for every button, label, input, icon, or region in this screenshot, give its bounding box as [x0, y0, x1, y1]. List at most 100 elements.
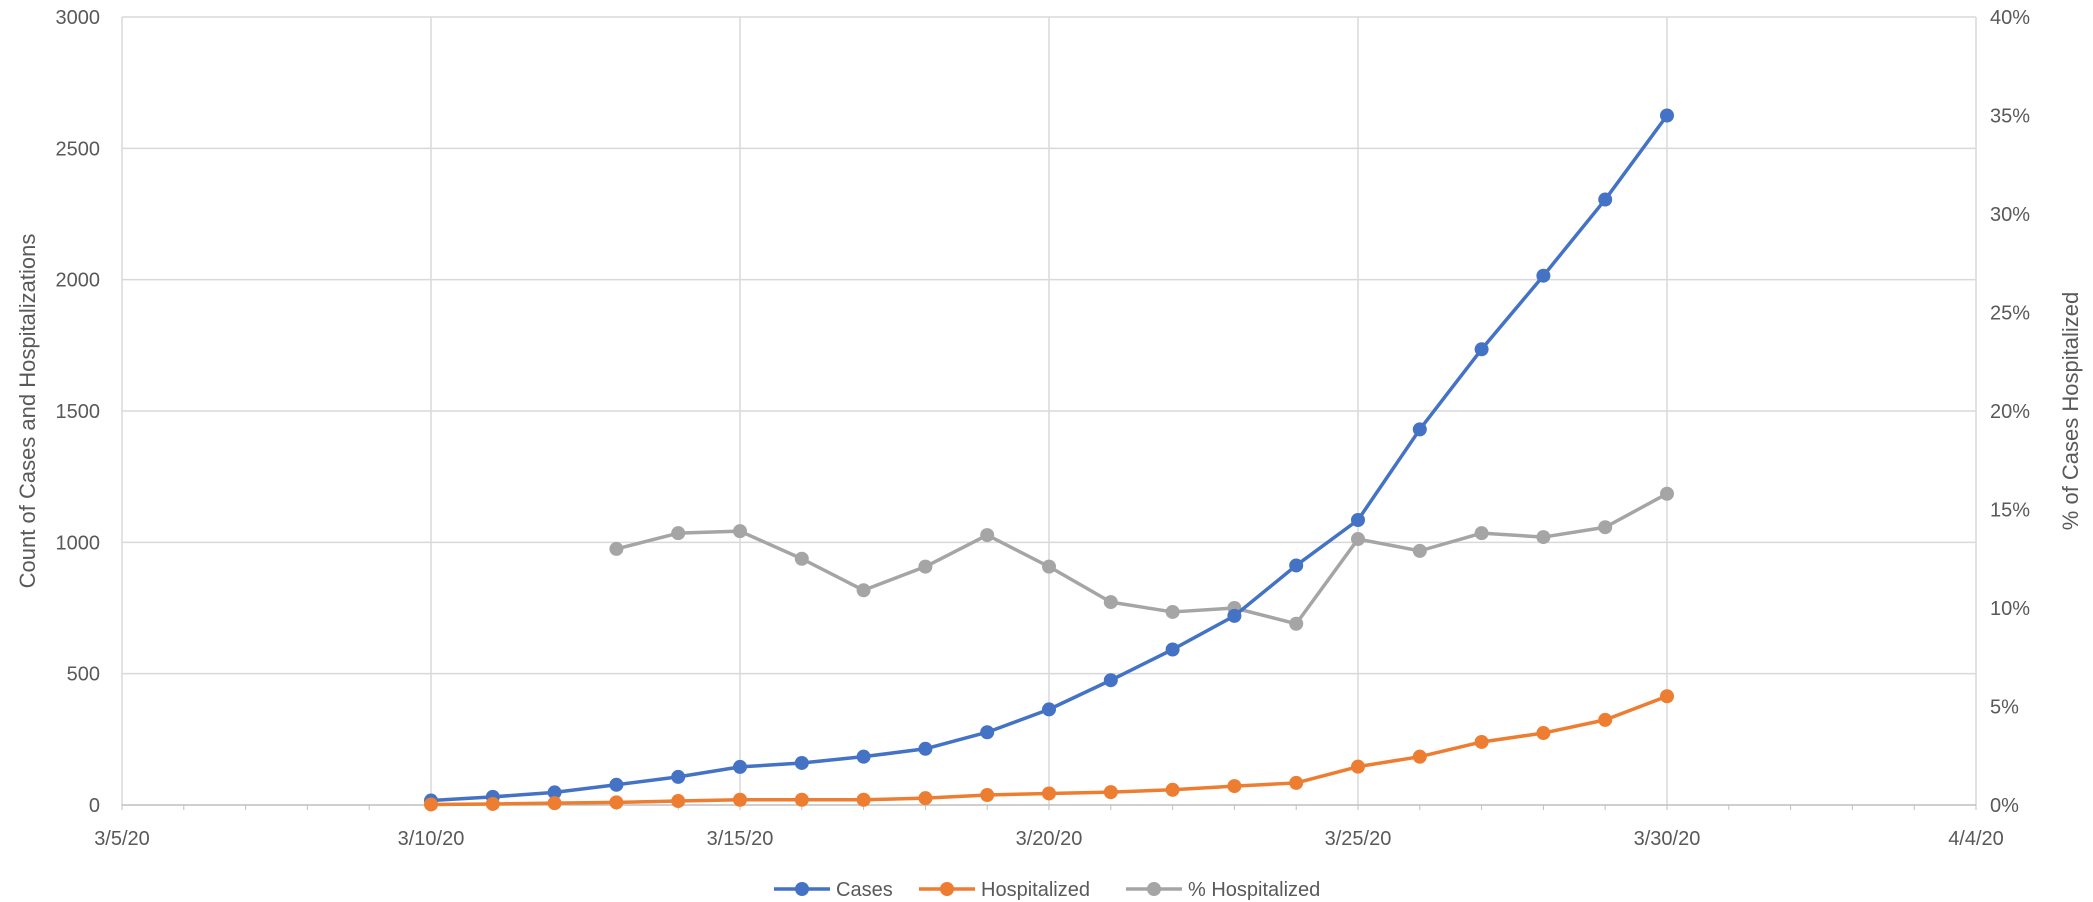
right-tick-label: 30%	[1990, 204, 2030, 226]
legend-label: Cases	[836, 879, 893, 901]
data-point-hospitalized	[1412, 749, 1427, 764]
data-point-hospitalized	[1289, 775, 1304, 790]
series-hospitalized	[424, 689, 1674, 812]
data-point-hospitalized	[1474, 526, 1489, 541]
data-point-cases	[733, 759, 747, 774]
data-point-hospitalized	[1165, 604, 1180, 619]
right-tick-label: 10%	[1990, 598, 2030, 620]
data-point-hospitalized	[671, 794, 686, 809]
left-tick-label: 500	[67, 664, 100, 686]
left-tick-label: 1500	[56, 401, 101, 423]
x-tick-label: 3/20/20	[1016, 828, 1083, 850]
data-point-hospitalized	[918, 791, 933, 806]
data-point-hospitalized	[671, 526, 686, 541]
data-point-cases	[671, 769, 686, 784]
data-point-hospitalized	[1412, 543, 1427, 558]
data-point-hospitalized	[609, 795, 624, 810]
x-tick-label: 3/10/20	[398, 828, 465, 850]
right-axis-tick-labels: 0% 5% 10% 15% 20% 25% 30% 35% 40%	[1990, 7, 2030, 817]
data-point-hospitalized	[1536, 726, 1551, 741]
data-point-cases	[1103, 673, 1118, 688]
data-point-hospitalized	[1227, 779, 1242, 794]
data-point-cases	[1660, 108, 1674, 123]
series-line-hospitalized	[615, 492, 1668, 626]
data-point-hospitalized	[1103, 785, 1118, 800]
right-tick-label: 5%	[1990, 697, 2019, 719]
left-tick-label: 2000	[56, 270, 101, 292]
x-tick-label: 3/15/20	[707, 828, 774, 850]
data-point-hospitalized	[1351, 532, 1365, 547]
legend-item-cases: Cases	[774, 879, 893, 901]
data-point-hospitalized	[1165, 782, 1180, 797]
left-axis-tick-labels: 0 500 1000 1500 2000 2500 3000	[56, 7, 101, 817]
data-point-cases	[980, 725, 995, 740]
right-tick-label: 15%	[1990, 500, 2030, 522]
legend-label: Hospitalized	[981, 879, 1090, 901]
data-point-hospitalized	[733, 792, 747, 807]
data-point-hospitalized	[733, 524, 747, 539]
data-point-cases	[918, 741, 933, 756]
data-point-cases	[1165, 642, 1180, 657]
data-point-hospitalized	[547, 796, 562, 811]
data-point-cases	[1474, 342, 1489, 357]
data-point-cases	[856, 749, 871, 764]
data-point-hospitalized	[856, 792, 871, 807]
series-cases	[424, 108, 1674, 808]
data-point-hospitalized	[918, 559, 933, 574]
legend: Cases Hospitalized % Hospitalized	[774, 879, 1320, 901]
left-tick-label: 1000	[56, 532, 101, 554]
left-tick-label: 3000	[56, 7, 101, 29]
x-axis-tick-labels: 3/5/20 3/10/20 3/15/20 3/20/20 3/25/20 3/30/2…	[94, 828, 2004, 850]
right-tick-label: 35%	[1990, 106, 2030, 128]
x-tick-label: 3/30/20	[1634, 828, 1701, 850]
right-axis-title: % of Cases Hospitalized	[2058, 292, 2083, 530]
legend-item-hospitalized: % Hospitalized	[1126, 879, 1320, 901]
data-point-cases	[547, 785, 562, 800]
data-point-hospitalized	[980, 788, 995, 803]
data-point-hospitalized	[1598, 520, 1613, 535]
data-point-hospitalized	[1474, 734, 1489, 749]
gridlines	[122, 16, 1976, 805]
data-point-hospitalized	[1042, 786, 1056, 801]
right-tick-label: 0%	[1990, 795, 2019, 817]
series-layer	[424, 108, 1674, 812]
data-point-cases	[1598, 192, 1613, 207]
data-point-hospitalized	[1042, 559, 1056, 574]
x-tick-label: 4/4/20	[1948, 828, 2004, 850]
data-point-hospitalized	[424, 797, 438, 812]
data-point-hospitalized	[1351, 759, 1365, 774]
data-point-hospitalized	[1598, 712, 1613, 727]
right-tick-label: 20%	[1990, 401, 2030, 423]
data-point-hospitalized	[794, 551, 809, 566]
data-point-hospitalized	[1536, 530, 1551, 545]
data-point-hospitalized	[1289, 616, 1304, 631]
left-tick-label: 0	[89, 795, 100, 817]
x-tick-label: 3/5/20	[94, 828, 150, 850]
data-point-cases	[1227, 608, 1242, 623]
data-point-hospitalized	[1103, 595, 1118, 610]
x-tick-label: 3/25/20	[1325, 828, 1392, 850]
legend-item-hospitalized: Hospitalized	[919, 879, 1090, 901]
data-point-cases	[1289, 558, 1304, 573]
data-point-hospitalized	[1660, 486, 1674, 501]
data-point-cases	[1536, 268, 1551, 283]
legend-swatch-marker	[940, 882, 954, 896]
left-axis-title: Count of Cases and Hospitalizations	[15, 234, 40, 589]
data-point-hospitalized	[794, 792, 809, 807]
left-tick-label: 2500	[56, 138, 101, 160]
data-point-cases	[1412, 422, 1427, 437]
legend-swatch-marker	[1147, 882, 1161, 896]
data-point-hospitalized	[1660, 689, 1674, 704]
data-point-hospitalized	[485, 796, 500, 811]
legend-swatch-marker	[795, 882, 809, 896]
data-point-cases	[1351, 513, 1365, 528]
data-point-cases	[794, 755, 809, 770]
data-point-cases	[609, 777, 624, 792]
data-point-hospitalized	[609, 541, 624, 556]
right-tick-label: 40%	[1990, 7, 2030, 29]
legend-label: % Hospitalized	[1188, 879, 1320, 901]
data-point-hospitalized	[980, 528, 995, 543]
data-point-cases	[1042, 702, 1056, 717]
right-tick-label: 25%	[1990, 303, 2030, 325]
